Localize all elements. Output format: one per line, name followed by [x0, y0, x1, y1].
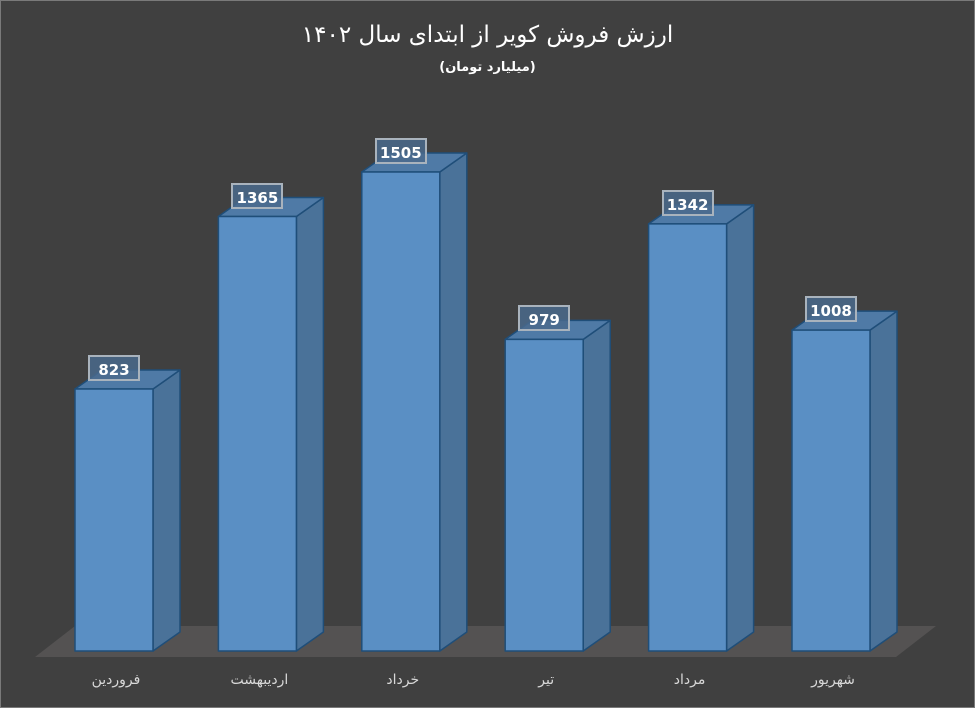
data-label: 823 [88, 355, 140, 382]
data-label: 1505 [374, 137, 427, 164]
bar-front-face [74, 388, 154, 652]
bar-series [74, 152, 898, 652]
x-axis-label: مرداد [673, 672, 706, 688]
x-axis-label: شهریور [811, 672, 855, 688]
data-label: 1365 [231, 182, 284, 209]
bar-front-face [217, 215, 298, 652]
x-axis-label: تیر [538, 672, 555, 688]
x-axis-label: خرداد [386, 672, 420, 688]
bar-side-face [869, 310, 898, 652]
bar-front-face [361, 171, 441, 652]
bar-front-face [791, 329, 871, 652]
x-axis-label: اردیبهشت [230, 672, 289, 688]
data-label: 979 [518, 305, 571, 332]
data-label: 1008 [805, 296, 857, 323]
bar-side-face [152, 369, 181, 652]
bar-side-face [582, 319, 611, 652]
chart-subtitle: (میلیارد تومان) [439, 60, 536, 75]
bar-side-face [439, 152, 468, 652]
bar-front-face [504, 338, 584, 652]
bar-side-face [725, 204, 755, 652]
bar-side-face [295, 196, 325, 652]
data-label: 1342 [661, 189, 714, 216]
x-axis-label: فروردین [91, 672, 141, 688]
bar-front-face [647, 223, 728, 652]
chart-title: ارزش فروش کویر از ابتدای سال ۱۴۰۲ [301, 22, 674, 48]
